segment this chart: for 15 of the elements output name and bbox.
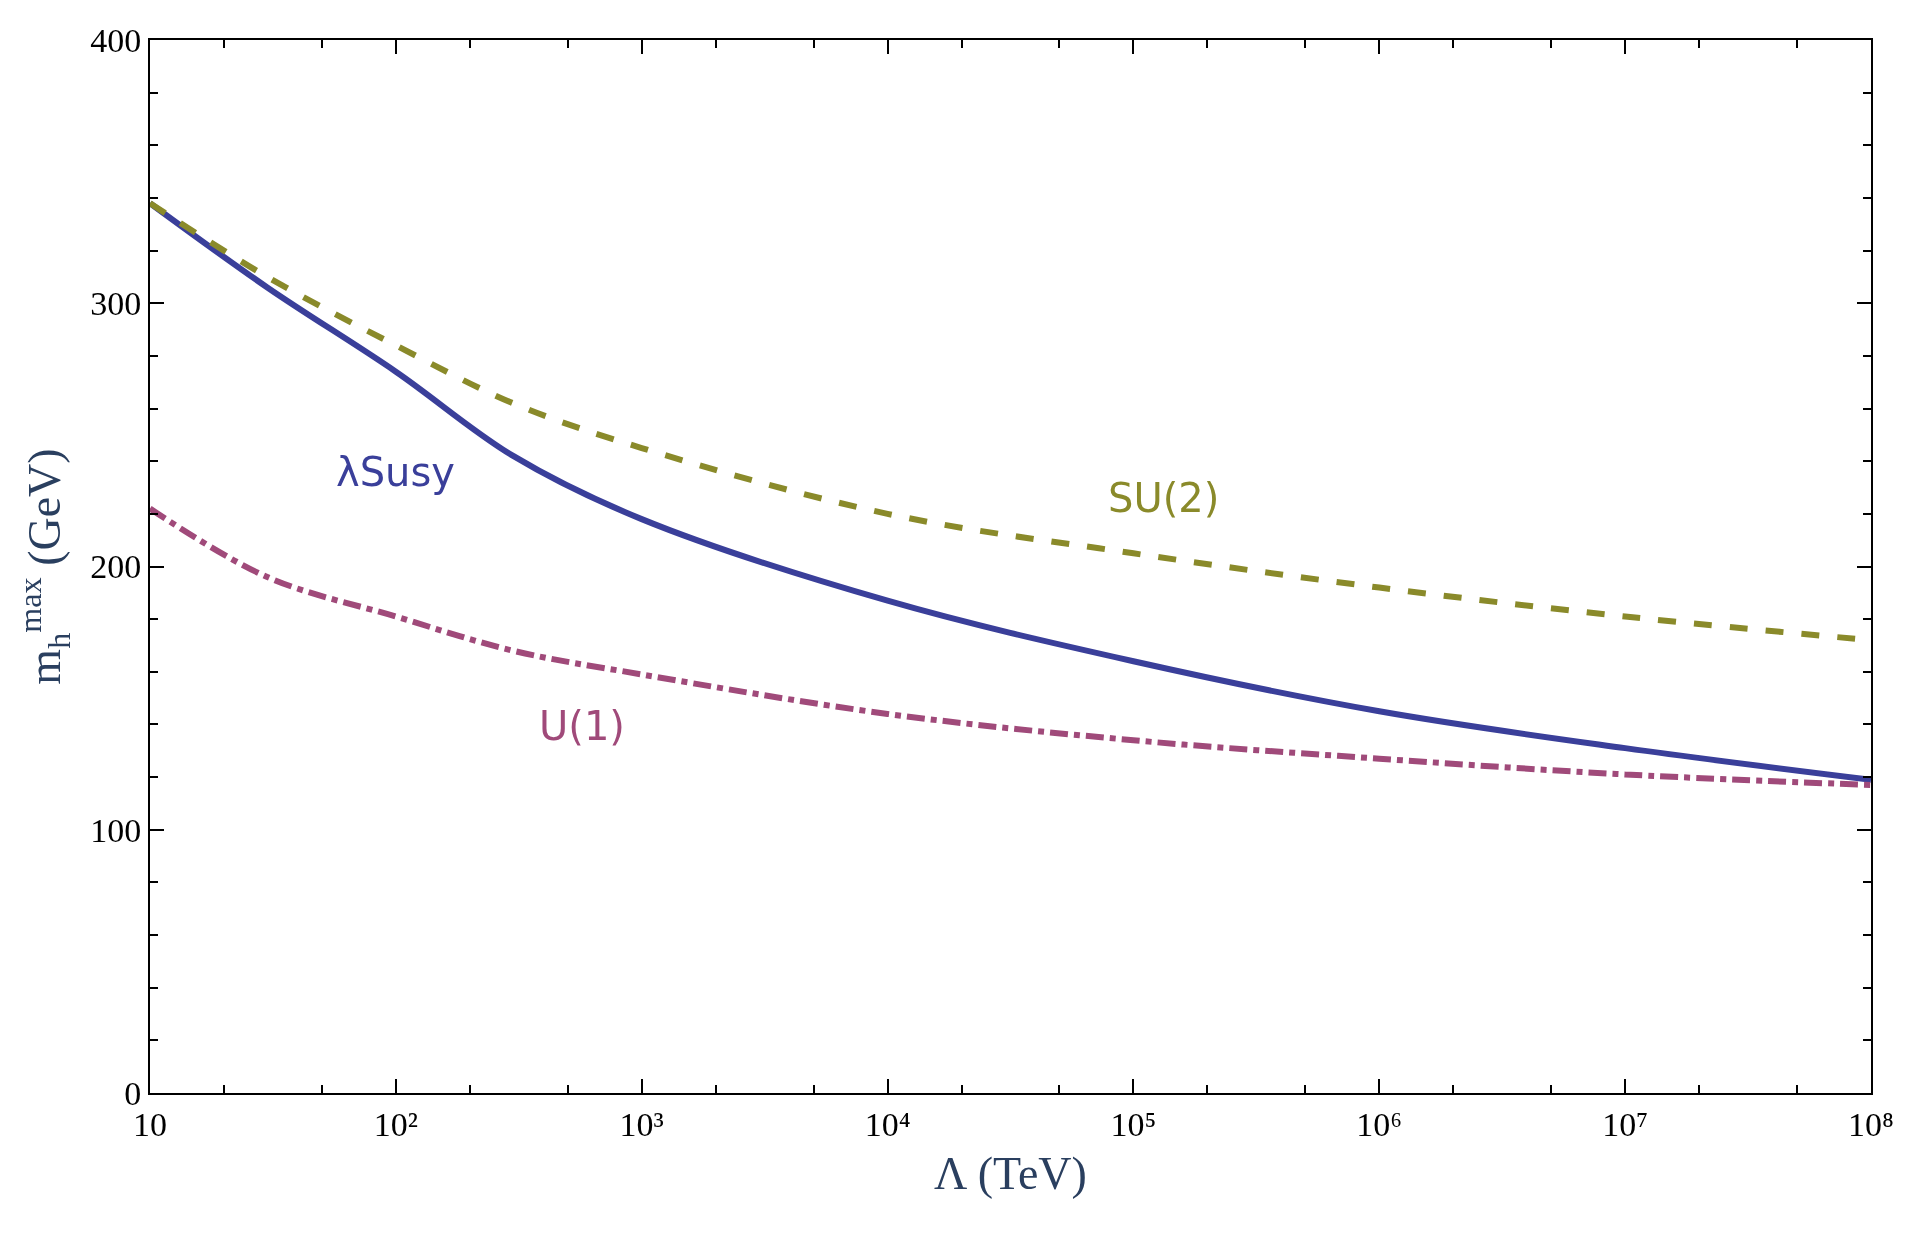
y-tick-label: 300 [90,285,142,323]
x-tick-label: 10³ [619,1105,664,1143]
x-tick-label: 10⁵ [1110,1105,1157,1143]
x-tick-label: 10⁶ [1356,1105,1403,1143]
y-tick-label: 100 [90,811,142,849]
x-tick-label: 10⁷ [1602,1105,1649,1143]
x-axis-title: Λ (TeV) [934,1148,1087,1199]
x-tick-label: 10⁸ [1848,1105,1894,1143]
series-label: SU(2) [1108,475,1220,521]
series-label: U(1) [539,703,625,749]
y-tick-label: 400 [90,21,142,59]
x-tick-label: 10⁴ [864,1105,911,1143]
y-tick-label: 200 [90,548,142,586]
x-tick-label: 10² [373,1105,418,1143]
series-label: λSusy [336,449,455,495]
